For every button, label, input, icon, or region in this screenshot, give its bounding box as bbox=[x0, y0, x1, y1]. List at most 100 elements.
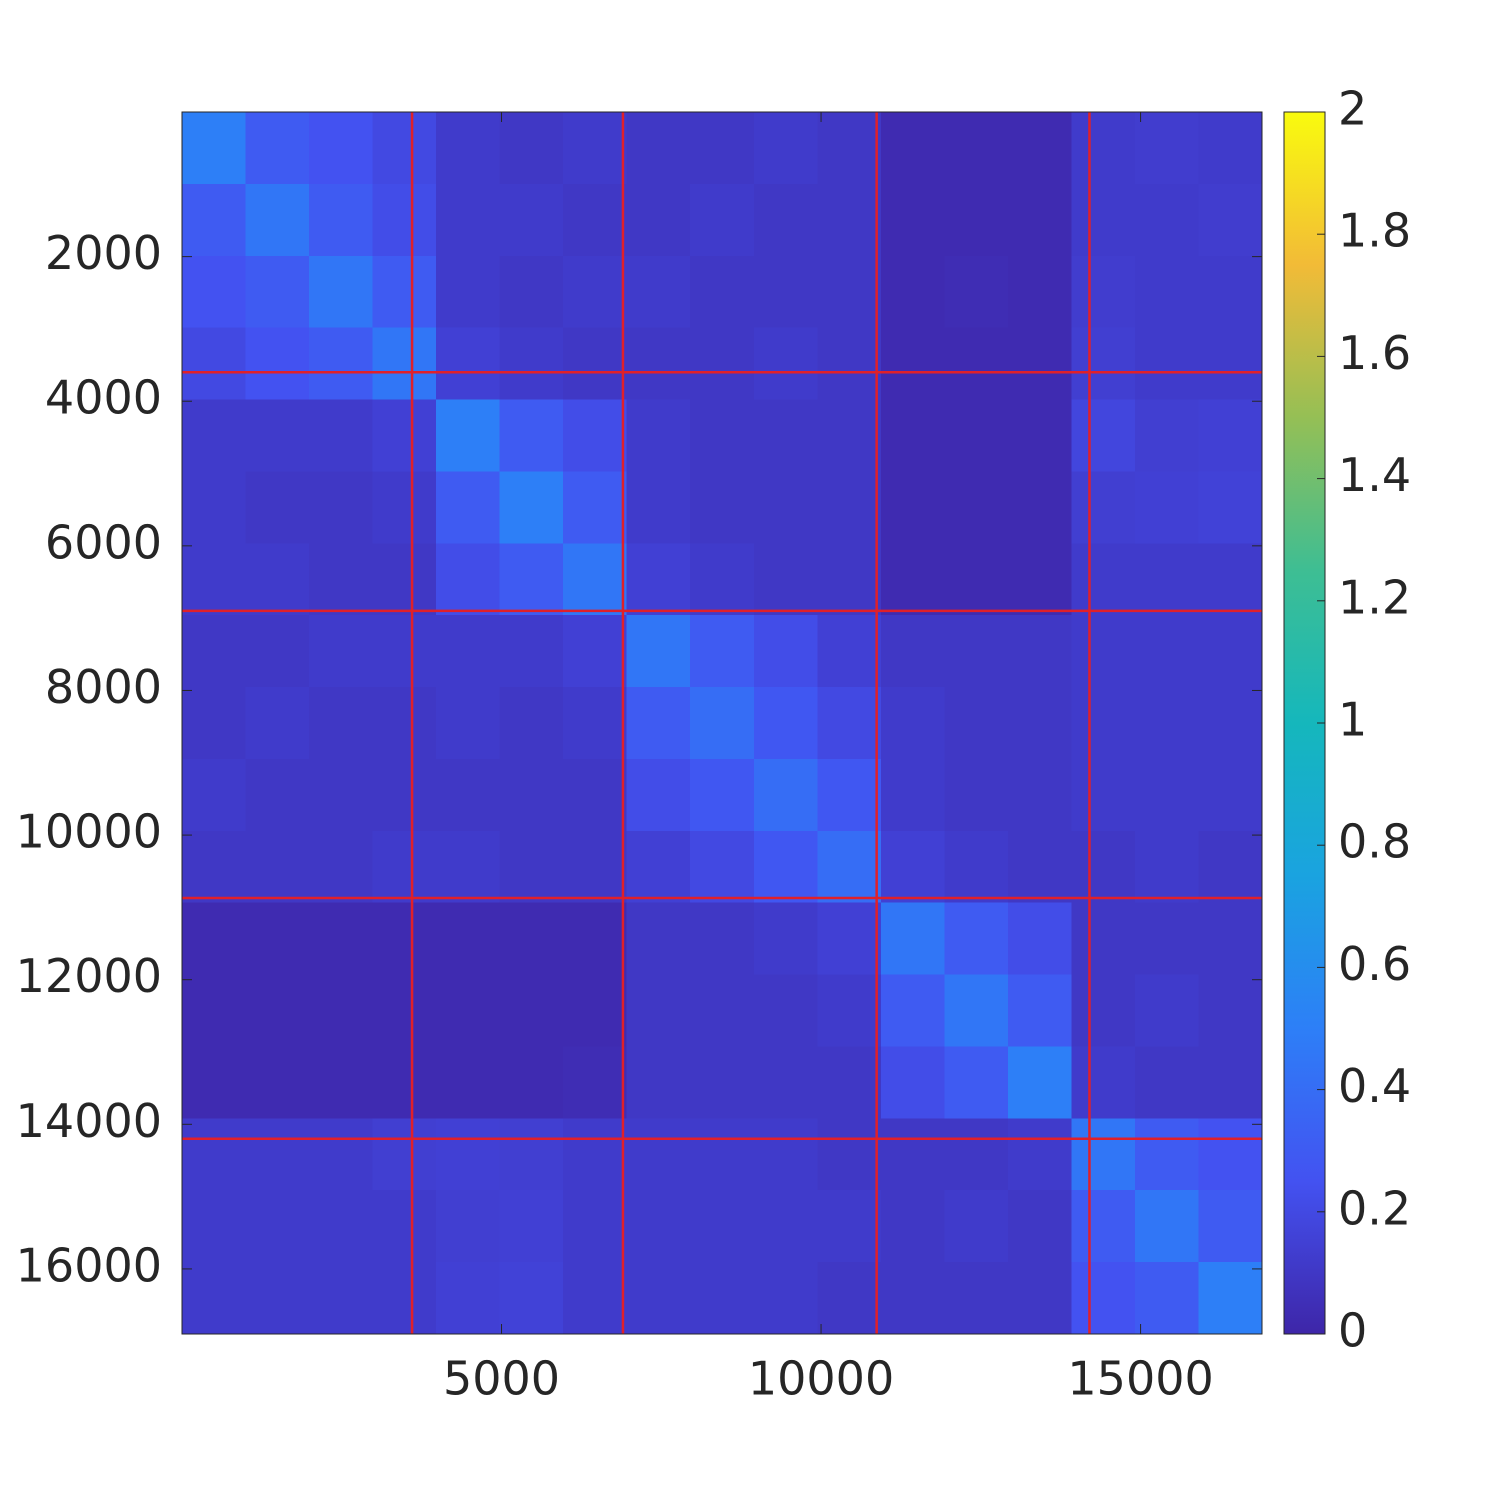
heatmap-cell bbox=[880, 255, 945, 329]
heatmap-cell bbox=[499, 543, 564, 616]
heatmap-cell bbox=[1198, 974, 1263, 1048]
heatmap-cell bbox=[880, 974, 945, 1048]
heatmap-cell bbox=[1007, 399, 1073, 473]
heatmap-cell bbox=[309, 758, 374, 832]
heatmap-cell bbox=[372, 112, 437, 185]
heatmap-cell bbox=[1198, 471, 1263, 544]
heatmap-cell bbox=[245, 1118, 310, 1191]
heatmap-cell bbox=[309, 399, 374, 473]
heatmap-cell bbox=[753, 112, 818, 185]
heatmap-cell bbox=[436, 902, 501, 976]
heatmap-cell bbox=[499, 830, 564, 904]
heatmap-cell bbox=[245, 471, 310, 544]
heatmap-cell bbox=[1007, 615, 1073, 688]
heatmap-cell bbox=[880, 543, 945, 616]
heatmap-cell bbox=[309, 543, 374, 616]
heatmap-cell bbox=[944, 1046, 1009, 1119]
colorbar-tick-label: 0.6 bbox=[1338, 937, 1411, 991]
heatmap-cell bbox=[1134, 758, 1200, 832]
heatmap-cell bbox=[690, 183, 755, 257]
heatmap-cell bbox=[436, 615, 501, 688]
heatmap-cell bbox=[245, 183, 310, 257]
heatmap-cell bbox=[1198, 830, 1263, 904]
heatmap-cell bbox=[182, 399, 247, 473]
heatmap-cell bbox=[626, 1190, 691, 1263]
heatmap-cell bbox=[817, 543, 882, 616]
heatmap-cell bbox=[1007, 974, 1073, 1048]
heatmap-cell bbox=[1071, 615, 1136, 688]
heatmap-cell bbox=[563, 1118, 628, 1191]
colorbar-tick-label: 1 bbox=[1338, 693, 1367, 747]
heatmap-cell bbox=[182, 1190, 247, 1263]
heatmap-cell bbox=[944, 471, 1009, 544]
heatmap-cell bbox=[372, 830, 437, 904]
heatmap-cell bbox=[372, 1262, 437, 1335]
heatmap-cell bbox=[626, 543, 691, 616]
heatmap-cell bbox=[1071, 1046, 1136, 1119]
heatmap-cell bbox=[1198, 543, 1263, 616]
heatmap-cell bbox=[1134, 615, 1200, 688]
heatmap-cell bbox=[436, 758, 501, 832]
heatmap-cell bbox=[182, 1046, 247, 1119]
heatmap-cell bbox=[245, 327, 310, 401]
heatmap-cell bbox=[1007, 112, 1073, 185]
heatmap-cell bbox=[499, 1190, 564, 1263]
heatmap-cell bbox=[1198, 687, 1263, 760]
heatmap-cell bbox=[1071, 183, 1136, 257]
heatmap-cell bbox=[817, 183, 882, 257]
heatmap-cell bbox=[563, 1262, 628, 1335]
heatmap-cell bbox=[690, 1190, 755, 1263]
heatmap-cell bbox=[1134, 112, 1200, 185]
heatmap-cell bbox=[436, 255, 501, 329]
heatmap-cell bbox=[753, 1262, 818, 1335]
heatmap-cell bbox=[817, 399, 882, 473]
y-tick-label: 10000 bbox=[16, 805, 162, 859]
heatmap-cell bbox=[245, 615, 310, 688]
heatmap-cell bbox=[309, 615, 374, 688]
colorbar-tick-label: 0.2 bbox=[1338, 1181, 1411, 1235]
heatmap-cell bbox=[626, 327, 691, 401]
heatmap-cell bbox=[182, 543, 247, 616]
heatmap-cell bbox=[1134, 255, 1200, 329]
heatmap-cell bbox=[182, 1262, 247, 1335]
heatmap-cell bbox=[1134, 830, 1200, 904]
heatmap-cell bbox=[436, 543, 501, 616]
heatmap-cell bbox=[309, 183, 374, 257]
x-tick-label: 15000 bbox=[1067, 1352, 1213, 1406]
heatmap-cell bbox=[944, 399, 1009, 473]
x-tick-label: 5000 bbox=[443, 1352, 560, 1406]
heatmap-cell bbox=[817, 615, 882, 688]
heatmap-cell bbox=[499, 1046, 564, 1119]
heatmap-cell bbox=[1198, 183, 1263, 257]
heatmap-cell bbox=[753, 902, 818, 976]
heatmap-cell bbox=[944, 1118, 1009, 1191]
heatmap-cell bbox=[944, 183, 1009, 257]
heatmap-cell bbox=[690, 112, 755, 185]
heatmap-cell bbox=[1071, 327, 1136, 401]
heatmap-cell bbox=[690, 399, 755, 473]
heatmap-cell bbox=[1134, 543, 1200, 616]
heatmap-cell bbox=[944, 255, 1009, 329]
heatmap-cell bbox=[436, 327, 501, 401]
heatmap-cell bbox=[817, 974, 882, 1048]
heatmap-cell bbox=[1134, 902, 1200, 976]
heatmap-cell bbox=[944, 615, 1009, 688]
heatmap-cell bbox=[499, 758, 564, 832]
heatmap-cell bbox=[1071, 471, 1136, 544]
heatmap-cell bbox=[626, 1262, 691, 1335]
heatmap-cell bbox=[626, 1046, 691, 1119]
heatmap-cell bbox=[690, 1118, 755, 1191]
heatmap-cell bbox=[626, 183, 691, 257]
colorbar-tick-label: 0.8 bbox=[1338, 815, 1411, 869]
heatmap-cell bbox=[1071, 974, 1136, 1048]
heatmap-cell bbox=[436, 183, 501, 257]
heatmap-cell bbox=[690, 327, 755, 401]
heatmap-cell bbox=[1007, 687, 1073, 760]
heatmap-cell bbox=[880, 758, 945, 832]
heatmap-cell bbox=[245, 112, 310, 185]
heatmap-cell bbox=[817, 687, 882, 760]
axes-box bbox=[181, 111, 1263, 1335]
heatmap-cell bbox=[1007, 255, 1073, 329]
heatmap-cell bbox=[372, 183, 437, 257]
